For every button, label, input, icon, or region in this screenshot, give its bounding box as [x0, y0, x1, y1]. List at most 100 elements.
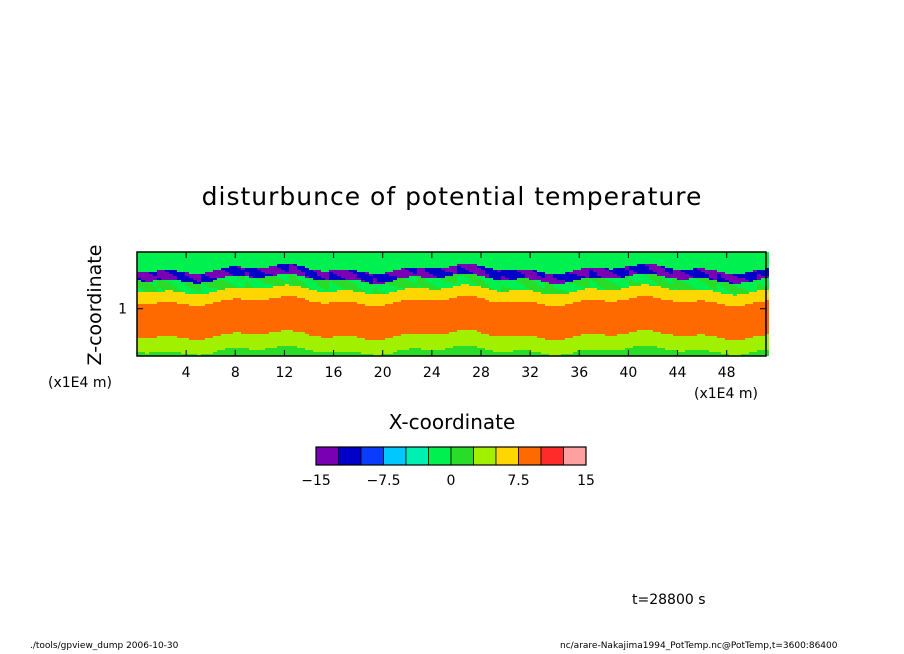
heatmap-cell	[233, 268, 237, 270]
heatmap-cell	[625, 288, 629, 290]
heatmap-cell	[181, 296, 185, 298]
heatmap-cell	[341, 314, 345, 316]
heatmap-cell	[357, 262, 361, 264]
heatmap-cell	[457, 294, 461, 296]
heatmap-cell	[677, 282, 681, 284]
heatmap-cell	[181, 264, 185, 266]
heatmap-cell	[729, 262, 733, 264]
heatmap-cell	[565, 282, 569, 284]
heatmap-cell	[741, 256, 745, 258]
heatmap-cell	[661, 312, 665, 314]
heatmap-cell	[393, 312, 397, 314]
heatmap-cell	[373, 314, 377, 316]
heatmap-cell	[265, 278, 269, 280]
heatmap-cell	[657, 286, 661, 288]
heatmap-cell	[237, 284, 241, 286]
heatmap-cell	[285, 256, 289, 258]
heatmap-cell	[585, 310, 589, 312]
heatmap-cell	[245, 268, 249, 270]
heatmap-cell	[473, 254, 477, 256]
heatmap-cell	[537, 294, 541, 296]
heatmap-cell	[225, 262, 229, 264]
heatmap-cell	[393, 304, 397, 306]
heatmap-cell	[481, 270, 485, 272]
heatmap-cell	[509, 288, 513, 290]
heatmap-cell	[681, 254, 685, 256]
heatmap-cell	[309, 284, 313, 286]
heatmap-cell	[525, 294, 529, 296]
heatmap-cell	[645, 256, 649, 258]
heatmap-cell	[505, 276, 509, 278]
heatmap-cell	[389, 260, 393, 262]
heatmap-cell	[269, 264, 273, 266]
heatmap-cell	[425, 268, 429, 270]
heatmap-cell	[705, 294, 709, 296]
heatmap-cell	[205, 280, 209, 282]
heatmap-cell	[493, 258, 497, 260]
heatmap-cell	[385, 266, 389, 268]
heatmap-cell	[213, 278, 217, 280]
heatmap-cell	[709, 290, 713, 292]
heatmap-cell	[165, 280, 169, 282]
heatmap-cell	[393, 272, 397, 274]
heatmap-cell	[261, 274, 265, 276]
heatmap-cell	[217, 306, 221, 308]
heatmap-cell	[493, 286, 497, 288]
heatmap-cell	[405, 298, 409, 300]
heatmap-cell	[329, 270, 333, 272]
heatmap-cell	[613, 262, 617, 264]
heatmap-cell	[605, 296, 609, 298]
heatmap-cell	[385, 252, 389, 254]
heatmap-cell	[441, 280, 445, 282]
heatmap-cell	[217, 258, 221, 260]
heatmap-cell	[729, 272, 733, 274]
heatmap-cell	[417, 306, 421, 308]
heatmap-cell	[213, 288, 217, 290]
heatmap-cell	[681, 296, 685, 298]
heatmap-cell	[533, 292, 537, 294]
heatmap-cell	[465, 288, 469, 290]
heatmap-cell	[177, 260, 181, 262]
heatmap-cell	[745, 298, 749, 300]
heatmap-cell	[149, 278, 153, 280]
heatmap-cell	[649, 258, 653, 260]
heatmap-cell	[517, 256, 521, 258]
heatmap-cell	[237, 266, 241, 268]
heatmap-cell	[661, 308, 665, 310]
heatmap-cell	[517, 310, 521, 312]
heatmap-cell	[533, 302, 537, 304]
heatmap-cell	[345, 314, 349, 316]
heatmap-cell	[433, 310, 437, 312]
heatmap-cell	[449, 278, 453, 280]
heatmap-cell	[513, 260, 517, 262]
heatmap-cell	[401, 306, 405, 308]
heatmap-cell	[217, 260, 221, 262]
heatmap-cell	[709, 270, 713, 272]
heatmap-cell	[317, 304, 321, 306]
heatmap-cell	[593, 288, 597, 290]
heatmap-cell	[293, 282, 297, 284]
heatmap-cell	[525, 256, 529, 258]
heatmap-cell	[425, 288, 429, 290]
heatmap-cell	[209, 278, 213, 280]
heatmap-cell	[433, 266, 437, 268]
heatmap-cell	[553, 294, 557, 296]
heatmap-cell	[225, 266, 229, 268]
heatmap-cell	[201, 284, 205, 286]
heatmap-cell	[357, 290, 361, 292]
heatmap-cell	[489, 272, 493, 274]
heatmap-cell	[721, 288, 725, 290]
heatmap-cell	[613, 300, 617, 302]
heatmap-cell	[513, 304, 517, 306]
heatmap-cell	[137, 274, 141, 276]
heatmap-cell	[345, 306, 349, 308]
heatmap-cell	[277, 282, 281, 284]
heatmap-cell	[157, 288, 161, 290]
heatmap-cell	[245, 288, 249, 290]
heatmap-cell	[417, 252, 421, 254]
heatmap-cell	[573, 284, 577, 286]
heatmap-cell	[697, 292, 701, 294]
heatmap-cell	[485, 266, 489, 268]
heatmap-cell	[181, 284, 185, 286]
heatmap-cell	[421, 284, 425, 286]
